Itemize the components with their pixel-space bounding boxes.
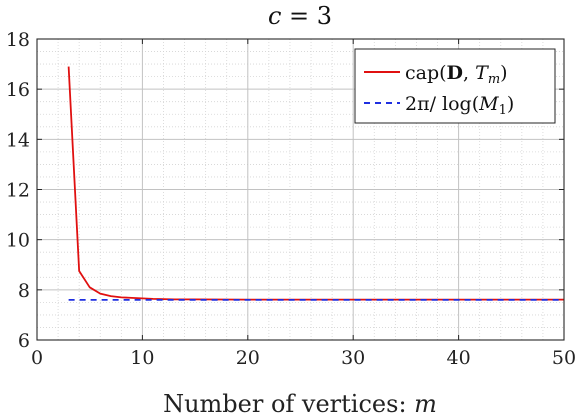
legend: cap(D, Tm) 2π/ log(M1) — [354, 48, 556, 124]
x-tick-label: 0 — [31, 347, 43, 369]
series-layer — [67, 66, 564, 301]
y-tick-label: 6 — [18, 330, 30, 352]
y-tick-label: 18 — [6, 29, 30, 51]
x-tick-label: 40 — [447, 347, 471, 369]
legend-box — [354, 48, 556, 124]
x-axis-label: Number of vertices: m — [163, 390, 437, 417]
axis-ticks — [36, 38, 565, 341]
y-tick-label: 8 — [18, 280, 30, 302]
axis-tick-labels: 0 10 20 30 40 50 6 8 10 12 14 16 18 — [6, 29, 576, 369]
x-tick-label: 50 — [552, 347, 576, 369]
y-tick-label: 14 — [6, 129, 30, 151]
chart-title: c = 3 — [268, 2, 332, 30]
x-tick-label: 30 — [341, 347, 365, 369]
legend-label-cap: cap(D, Tm) — [405, 62, 508, 87]
y-tick-label: 16 — [6, 79, 30, 101]
y-tick-label: 12 — [6, 180, 30, 202]
legend-label-2pi-log: 2π/ log(M1) — [405, 93, 514, 118]
y-tick-label: 10 — [6, 230, 30, 252]
x-tick-label: 10 — [130, 347, 154, 369]
x-tick-label: 20 — [236, 347, 260, 369]
